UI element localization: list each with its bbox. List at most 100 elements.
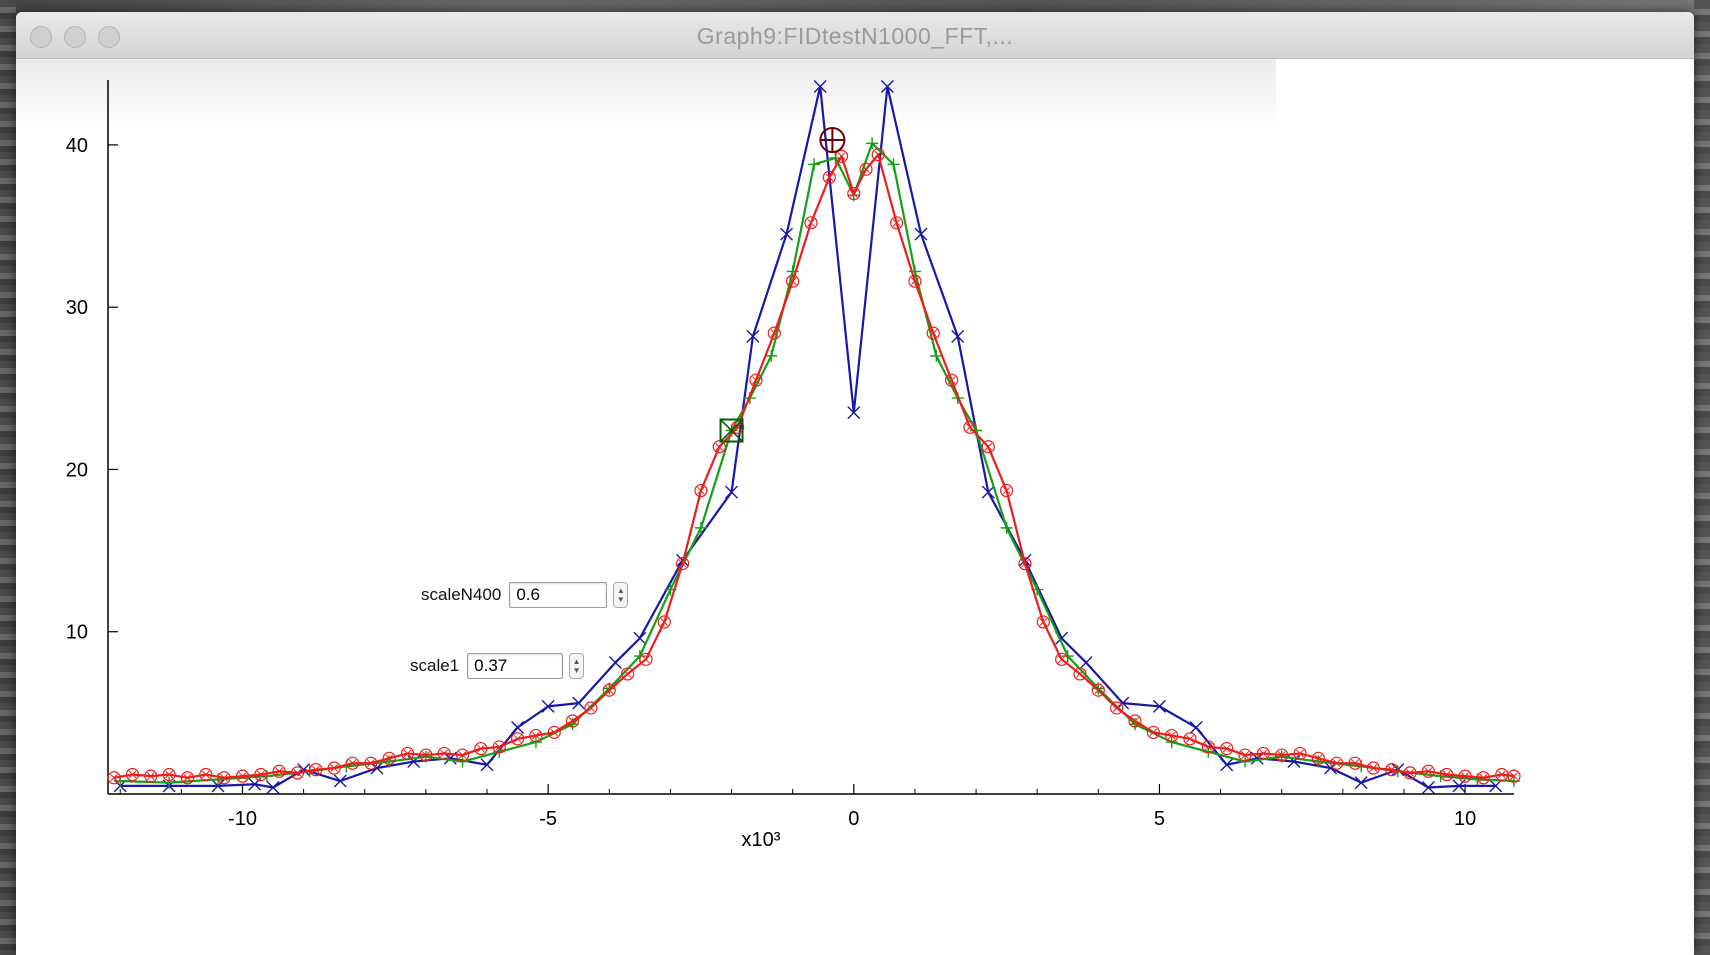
- data-point-red: [400, 746, 415, 761]
- x-tick-label: 0: [848, 808, 859, 830]
- data-point-red: [767, 326, 781, 340]
- data-point-blue: [880, 79, 894, 93]
- up-down-arrows-icon: ▲ ▼: [572, 657, 581, 675]
- x-multiplier-label: x10³: [742, 829, 781, 851]
- data-point-red: [981, 440, 995, 454]
- data-point-red: [1110, 701, 1124, 715]
- data-point-red: [474, 741, 488, 756]
- scale1-stepper[interactable]: ▲ ▼: [569, 653, 585, 679]
- data-point-red: [871, 148, 885, 162]
- graph-plot-area[interactable]: 10 20 30 40 -10 -5 0 5 10 x10³: [16, 12, 1694, 955]
- data-point-red: [731, 420, 745, 434]
- data-point-blue: [1189, 720, 1203, 734]
- scale1-input[interactable]: [467, 653, 564, 679]
- data-point-red: [199, 767, 213, 782]
- x-tick-label: -10: [228, 808, 257, 830]
- data-point-red: [382, 751, 396, 765]
- data-point-red: [822, 170, 836, 184]
- data-point-red: [676, 556, 690, 571]
- data-point-red: [419, 748, 433, 762]
- scale-n400-label: scaleN400: [421, 585, 502, 604]
- y-tick-label: 40: [66, 135, 88, 157]
- y-tick-label: 30: [66, 297, 88, 319]
- data-point-blue: [333, 774, 347, 788]
- data-point-red: [1403, 766, 1417, 780]
- data-point-red: [364, 756, 378, 770]
- data-point-blue: [1354, 776, 1368, 790]
- scale-n400-stepper[interactable]: ▲ ▼: [613, 582, 629, 608]
- desktop-background-right: [1694, 0, 1710, 955]
- data-point-red: [908, 274, 922, 288]
- data-point-red: [235, 769, 250, 783]
- data-point-blue: [813, 79, 827, 93]
- data-point-red: [963, 420, 977, 434]
- data-point-red: [926, 326, 940, 340]
- data-point-red: [437, 746, 451, 761]
- data-point-red: [1385, 763, 1399, 777]
- data-point-blue: [1220, 758, 1234, 772]
- data-point-red: [712, 440, 726, 454]
- x-tick-label: 5: [1154, 808, 1165, 830]
- data-point-red: [1128, 714, 1142, 728]
- minimize-button[interactable]: [64, 26, 86, 48]
- data-point-red: [1421, 764, 1436, 778]
- data-point-red: [859, 162, 873, 176]
- data-point-blue: [951, 329, 965, 343]
- data-point-blue: [297, 763, 311, 777]
- data-point-red: [547, 725, 561, 739]
- up-down-arrows-icon: ▲ ▼: [616, 586, 625, 604]
- data-point-red: [455, 748, 470, 762]
- data-point-red: [290, 766, 305, 780]
- data-point-green: [887, 158, 900, 171]
- cursor-a-crosshair: [820, 128, 845, 153]
- data-point-red: [217, 771, 231, 785]
- data-point-blue: [608, 656, 622, 670]
- data-point-red: [1311, 751, 1325, 765]
- data-point-red: [1055, 652, 1069, 666]
- zoom-button[interactable]: [98, 26, 120, 48]
- data-point-green: [866, 137, 879, 150]
- data-point-red: [889, 216, 904, 230]
- data-point-red: [327, 761, 341, 775]
- data-point-red: [1073, 667, 1087, 681]
- data-point-red: [786, 274, 800, 288]
- data-point-red: [602, 683, 616, 697]
- data-point-blue: [1489, 779, 1503, 793]
- data-point-blue: [914, 227, 928, 241]
- data-point-red: [1146, 725, 1160, 739]
- data-point-green: [808, 158, 821, 171]
- data-point-red: [834, 149, 849, 163]
- data-point-red: [144, 769, 158, 783]
- data-point-green: [930, 349, 943, 362]
- data-point-red: [1293, 746, 1307, 761]
- close-button[interactable]: [30, 26, 52, 48]
- data-point-red: [1091, 683, 1105, 697]
- data-point-red: [584, 701, 598, 715]
- graph-window: Graph9:FIDtestN1000_FFT,... 10 20 30 40 -10 -…: [16, 12, 1694, 955]
- scale-n400-input[interactable]: [509, 582, 608, 608]
- data-point-blue: [1079, 656, 1093, 670]
- title-bar[interactable]: Graph9:FIDtestN1000_FFT,...: [16, 12, 1694, 59]
- data-point-red: [107, 771, 121, 785]
- data-point-blue: [211, 779, 225, 793]
- data-point-red: [694, 483, 708, 498]
- data-point-red: [621, 667, 635, 681]
- cursor-b-cross: [719, 418, 744, 443]
- data-point-red: [1476, 771, 1491, 785]
- data-point-red: [847, 186, 861, 201]
- data-point-red: [162, 767, 176, 782]
- data-point-red: [180, 771, 195, 785]
- data-point-blue: [981, 485, 995, 499]
- data-point-blue: [847, 406, 861, 420]
- scale1-label: scale1: [410, 656, 460, 675]
- x-tick-label: -5: [539, 808, 557, 830]
- data-point-blue: [572, 696, 586, 710]
- data-point-blue: [1421, 781, 1435, 795]
- data-point-blue: [266, 781, 280, 795]
- data-point-red: [944, 373, 959, 387]
- data-point-red: [1440, 767, 1454, 782]
- data-point-red: [345, 756, 360, 770]
- series-line-red: [113, 153, 1515, 779]
- data-point-green: [694, 521, 707, 534]
- data-point-red: [492, 740, 506, 754]
